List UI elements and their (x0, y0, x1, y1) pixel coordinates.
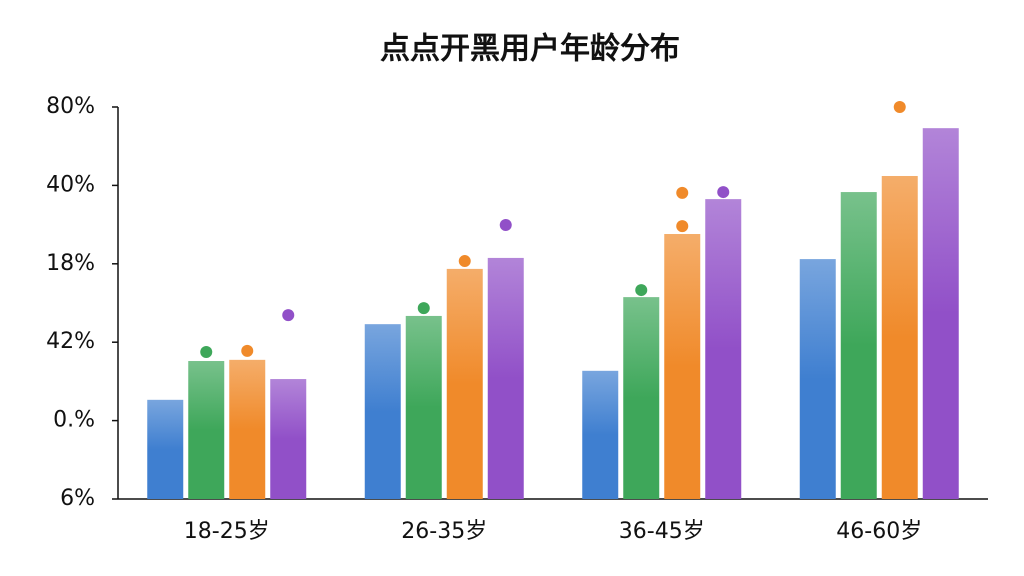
dot-marker (200, 346, 213, 358)
bar (705, 199, 742, 499)
dot-marker (717, 186, 730, 199)
bar (582, 370, 619, 499)
bar (664, 234, 701, 499)
bar (147, 399, 184, 499)
dot-marker (458, 255, 471, 268)
bar (446, 268, 483, 499)
y-tick-label: 6% (60, 486, 95, 511)
y-tick-label: 42% (46, 329, 95, 354)
bar (881, 175, 918, 499)
dot-marker (241, 344, 254, 357)
bar (188, 361, 225, 499)
dot-marker (282, 309, 295, 322)
x-tick-label: 26-35岁 (401, 519, 487, 544)
y-tick-label: 18% (46, 251, 95, 276)
dot-marker (676, 220, 689, 233)
y-tick-label: 0.% (53, 408, 95, 433)
bar (229, 359, 266, 499)
bar (799, 259, 836, 499)
x-tick-label: 46-60岁 (836, 519, 922, 544)
bar (405, 315, 442, 499)
x-tick-label: 18-25岁 (184, 519, 270, 544)
bar (922, 128, 959, 499)
x-tick-label: 36-45岁 (619, 519, 705, 544)
y-tick-label: 80% (46, 94, 95, 119)
dot-marker (893, 101, 906, 113)
dot-marker (676, 186, 689, 199)
dot-marker (417, 302, 430, 315)
bar (487, 257, 524, 499)
bar (840, 192, 877, 499)
chart-title: 点点开黑用户年龄分布 (380, 32, 680, 67)
bar (270, 379, 307, 499)
y-tick-label: 40% (46, 172, 95, 197)
dot-marker (499, 218, 512, 231)
dot-marker (635, 284, 648, 297)
bar (364, 324, 401, 499)
bar (623, 297, 660, 499)
